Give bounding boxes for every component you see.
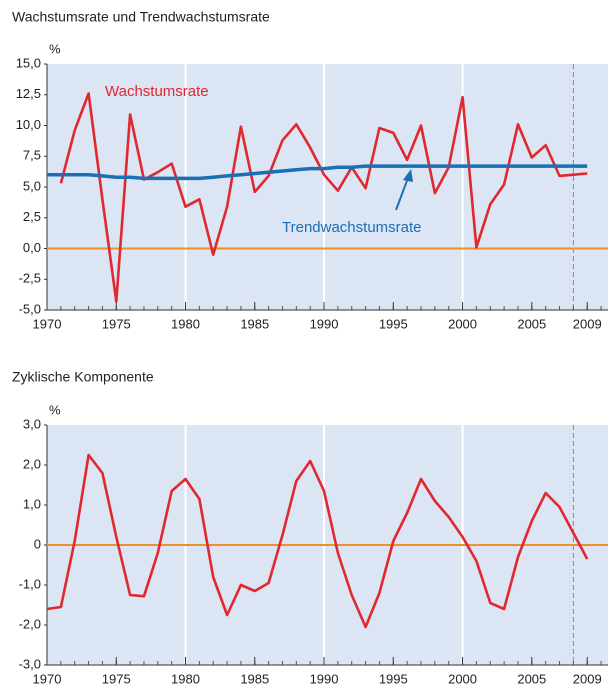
x-tick-label: 1970 (33, 671, 62, 686)
y-tick-label: 2,5 (23, 209, 41, 224)
x-tick-label: 1985 (240, 316, 269, 331)
series-line (46, 453, 589, 629)
y-tick-label: -3,0 (19, 656, 41, 671)
series-line (47, 164, 588, 181)
y-tick-label: 1,0 (23, 496, 41, 511)
arrow (395, 177, 409, 211)
x-tick-label: 1995 (379, 671, 408, 686)
y-axis-label: % (49, 402, 61, 417)
x-tick-label: 2005 (517, 316, 546, 331)
y-tick-label: -2,0 (19, 616, 41, 631)
y-tick-label: 0 (34, 536, 41, 551)
y-tick-label: 12,5 (16, 86, 41, 101)
x-tick-label: 2000 (448, 316, 477, 331)
x-tick-label: 1980 (171, 316, 200, 331)
y-tick-label: 10,0 (16, 117, 41, 132)
x-tick-label: 1995 (379, 316, 408, 331)
chart: Zyklische Komponente% -3,0 -2,0 -1,0 0 1,0 2,0… (12, 369, 608, 686)
x-tick-label: 1975 (102, 316, 131, 331)
y-axis-label: % (49, 41, 61, 56)
plot-background (47, 64, 608, 310)
arrow-head (403, 169, 413, 182)
y-tick-label: -2,5 (19, 271, 41, 286)
x-tick-label: 2009 (573, 671, 602, 686)
x-tick-label: 1980 (171, 671, 200, 686)
chart: Wachstumsrate und Trendwachstumsrate% -5,… (12, 9, 608, 331)
x-tick-label: 2000 (448, 671, 477, 686)
legend-label: Trendwachstumsrate (282, 219, 422, 236)
y-tick-label: 0,0 (23, 240, 41, 255)
y-tick-label: 7,5 (23, 148, 41, 163)
y-tick-label: 15,0 (16, 55, 41, 70)
legend-label: Wachstumsrate (105, 83, 209, 100)
chart-title: Zyklische Komponente (12, 369, 154, 385)
y-tick-label: 3,0 (23, 416, 41, 431)
x-tick-label: 1985 (240, 671, 269, 686)
x-tick-label: 1970 (33, 316, 62, 331)
y-tick-label: 5,0 (23, 178, 41, 193)
chart-title: Wachstumsrate und Trendwachstumsrate (12, 9, 270, 25)
x-tick-label: 2005 (517, 671, 546, 686)
y-tick-label: 2,0 (23, 456, 41, 471)
x-tick-label: 1975 (102, 671, 131, 686)
x-tick-label: 1990 (310, 316, 339, 331)
x-tick-label: 1990 (310, 671, 339, 686)
y-tick-label: -1,0 (19, 576, 41, 591)
y-tick-label: -5,0 (19, 301, 41, 316)
x-tick-label: 2009 (573, 316, 602, 331)
